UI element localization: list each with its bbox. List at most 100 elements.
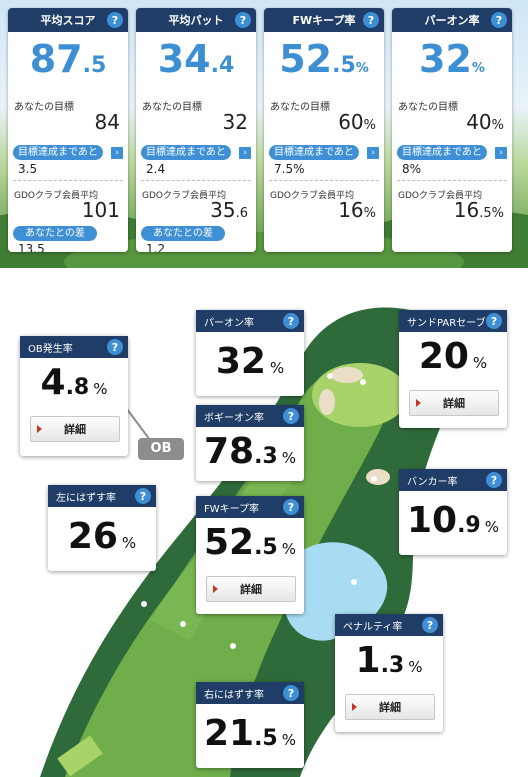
goal-label: あなたの目標 xyxy=(398,102,458,113)
help-icon[interactable]: ? xyxy=(283,408,299,424)
ob-detail-button[interactable]: 詳細 xyxy=(30,416,120,442)
goal-integer: 32 xyxy=(222,110,248,134)
member-average-value: 16.5% xyxy=(454,198,504,222)
help-icon[interactable]: ? xyxy=(491,12,507,28)
goal-label: あなたの目標 xyxy=(14,102,74,113)
stat-card-fw-keep: FWキープ率 ? 52.5% あなたの目標 60% 目標達成まであと › 7.5… xyxy=(264,8,384,252)
course-card-penalty-rate: ペナルティ率? 1.3% 詳細 xyxy=(335,614,443,732)
stat-title: パーオン率 xyxy=(424,14,480,27)
card-title: 右にはずす率 xyxy=(204,689,264,701)
card-header: OB発生率? xyxy=(20,336,128,358)
chevron-right-icon[interactable]: › xyxy=(111,147,123,159)
help-icon[interactable]: ? xyxy=(107,12,123,28)
divider xyxy=(397,180,507,181)
help-icon[interactable]: ? xyxy=(283,685,299,701)
chevron-right-icon[interactable]: › xyxy=(239,147,251,159)
value-integer: 52 xyxy=(203,522,255,563)
stat-card-average-putt: 平均パット ? 34.4 あなたの目標 32 目標達成まであと › 2.4 GD… xyxy=(136,8,256,252)
course-card-par-on-rate: パーオン率? 32% xyxy=(196,310,304,396)
stat-card-par-on: パーオン率 ? 32% あなたの目標 40% 目標達成まであと › 8% GDO… xyxy=(392,8,512,252)
help-icon[interactable]: ? xyxy=(486,313,502,329)
triangle-right-icon xyxy=(416,399,421,407)
course-card-bunker-rate: バンカー率? 10.9% xyxy=(399,469,507,555)
value-decimal: .5 xyxy=(332,53,356,78)
card-title: サンドPARセーブ xyxy=(407,317,486,329)
stat-main-value: 52.5% xyxy=(264,32,384,86)
value-unit: % xyxy=(121,534,137,552)
stats-banner: 平均スコア ? 87.5 あなたの目標 84 目標達成まであと › 3.5 GD… xyxy=(0,0,528,268)
card-title: ボギーオン率 xyxy=(204,412,264,424)
goal-label: あなたの目標 xyxy=(270,102,330,113)
average-integer: 35 xyxy=(210,198,236,222)
card-title: ペナルティ率 xyxy=(343,621,403,633)
value-integer: 26 xyxy=(67,516,118,557)
penalty-detail-button[interactable]: 詳細 xyxy=(345,694,435,720)
course-card-fw-keep-rate: FWキープ率? 52.5% 詳細 xyxy=(196,496,304,614)
card-title: OB発生率 xyxy=(28,343,73,355)
stat-main-value: 34.4 xyxy=(136,32,256,86)
divider xyxy=(269,180,379,181)
stat-card-header: 平均パット ? xyxy=(136,8,256,32)
stat-card-average-score: 平均スコア ? 87.5 あなたの目標 84 目標達成まであと › 3.5 GD… xyxy=(8,8,128,252)
help-icon[interactable]: ? xyxy=(363,12,379,28)
help-icon[interactable]: ? xyxy=(235,12,251,28)
course-card-right-miss-rate: 右にはずす率? 21.5% xyxy=(196,682,304,768)
divider xyxy=(141,180,251,181)
card-header: 右にはずす率? xyxy=(196,682,304,704)
value-integer: 52 xyxy=(279,37,333,81)
button-label: 詳細 xyxy=(443,397,465,410)
difference-badge: あなたとの差 xyxy=(141,226,225,241)
help-icon[interactable]: ? xyxy=(107,339,123,355)
value-decimal: .3 xyxy=(380,653,405,678)
value-unit: % xyxy=(281,449,297,467)
goal-value: 32 xyxy=(223,110,248,134)
sand-save-detail-button[interactable]: 詳細 xyxy=(409,390,499,416)
card-header: ボギーオン率? xyxy=(196,405,304,427)
value-integer: 34 xyxy=(157,37,211,81)
card-value: 21.5% xyxy=(196,704,304,770)
goal-label: あなたの目標 xyxy=(142,102,202,113)
value-integer: 32 xyxy=(215,341,266,382)
average-decimal: .6 xyxy=(235,206,248,221)
course-card-left-miss-rate: 左にはずす率? 26% xyxy=(48,485,156,571)
member-average-label: GDOクラブ会員平均 xyxy=(142,191,226,201)
value-decimal: .9 xyxy=(457,513,481,538)
goal-remaining-badge: 目標達成まであと xyxy=(397,145,487,160)
card-value: 32% xyxy=(196,332,304,398)
help-icon[interactable]: ? xyxy=(283,499,299,515)
card-value: 78.3% xyxy=(196,427,304,483)
help-icon[interactable]: ? xyxy=(486,472,502,488)
goal-remaining-value: 3.5 xyxy=(18,162,38,176)
member-average-label: GDOクラブ会員平均 xyxy=(270,191,354,201)
value-unit: % xyxy=(281,540,297,558)
card-header: 左にはずす率? xyxy=(48,485,156,507)
button-label: 詳細 xyxy=(379,701,401,714)
stat-main-value: 32% xyxy=(392,32,512,86)
chevron-right-icon[interactable]: › xyxy=(367,147,379,159)
value-unit: % xyxy=(484,518,500,536)
card-header: パーオン率? xyxy=(196,310,304,332)
difference-value: 1.2 xyxy=(146,242,166,252)
ob-zone-marker: OB xyxy=(138,438,184,460)
average-decimal: .5 xyxy=(479,206,492,221)
value-integer: 32 xyxy=(419,37,472,81)
value-decimal: .5 xyxy=(254,726,278,751)
goal-remaining-value: 7.5% xyxy=(274,162,305,176)
card-header: サンドPARセーブ? xyxy=(399,310,507,332)
goal-remaining-badge: 目標達成まであと xyxy=(269,145,359,160)
value-integer: 10 xyxy=(406,500,458,541)
help-icon[interactable]: ? xyxy=(422,617,438,633)
card-value: 4.8% xyxy=(20,358,128,414)
fw-keep-detail-button[interactable]: 詳細 xyxy=(206,576,296,602)
chevron-right-icon[interactable]: › xyxy=(495,147,507,159)
value-decimal: .3 xyxy=(254,444,278,469)
value-decimal: .5 xyxy=(254,535,278,560)
help-icon[interactable]: ? xyxy=(135,488,151,504)
stat-main-value: 87.5 xyxy=(8,32,128,86)
help-icon[interactable]: ? xyxy=(283,313,299,329)
divider xyxy=(13,180,123,181)
member-average-label: GDOクラブ会員平均 xyxy=(398,191,482,201)
card-title: バンカー率 xyxy=(407,476,458,488)
value-integer: 4 xyxy=(40,362,66,403)
button-label: 詳細 xyxy=(64,423,86,436)
